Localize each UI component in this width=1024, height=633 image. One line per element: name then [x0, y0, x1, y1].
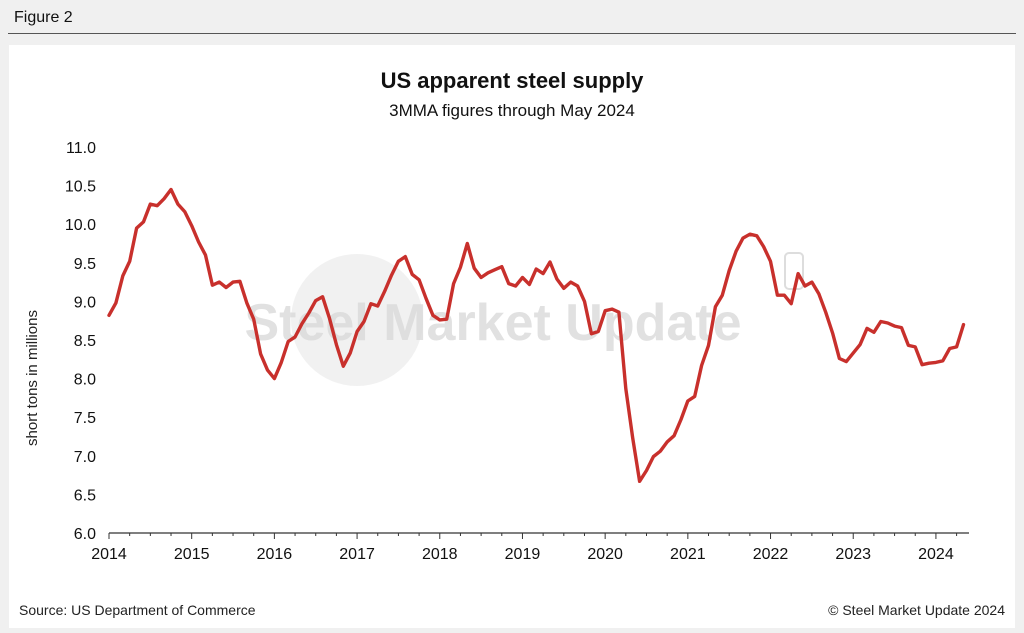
watermark-text: Steel Market Update	[244, 294, 741, 352]
x-tick-label: 2017	[339, 546, 375, 563]
y-tick-label: 8.0	[74, 372, 96, 389]
x-tick-label: 2022	[753, 546, 789, 563]
x-tick-label: 2018	[422, 546, 458, 563]
line-chart: Steel Market Update US apparent steel su…	[24, 68, 969, 563]
x-tick-label: 2016	[257, 546, 293, 563]
y-tick-label: 6.5	[74, 487, 96, 504]
y-tick-label: 6.0	[74, 526, 96, 543]
series-line	[107, 187, 966, 483]
x-tick-label: 2021	[670, 546, 706, 563]
series-layer	[107, 187, 966, 483]
y-axis: 6.0 6.5 7.0 7.5 8.0 8.5 9.0 9.5 10.0 10.5 11.0	[65, 140, 96, 543]
x-tick-label: 2015	[174, 546, 210, 563]
x-tick-label: 2024	[918, 546, 954, 563]
chart-panel: Steel Market Update US apparent steel su…	[9, 45, 1015, 628]
figure-label: Figure 2	[14, 9, 73, 26]
watermark-emblem	[291, 254, 423, 386]
chart-subtitle: 3MMA figures through May 2024	[389, 101, 635, 120]
copyright-note: © Steel Market Update 2024	[828, 602, 1005, 618]
y-tick-label: 11.0	[66, 140, 96, 157]
y-tick-label: 7.0	[74, 449, 96, 466]
y-tick-label: 8.5	[74, 333, 96, 350]
watermark-mark	[784, 252, 804, 290]
y-axis-label: short tons in millions	[24, 310, 41, 446]
chart-title: US apparent steel supply	[381, 68, 645, 93]
x-tick-label: 2023	[835, 546, 871, 563]
figure-divider	[8, 33, 1016, 34]
x-tick-label: 2019	[505, 546, 541, 563]
y-tick-label: 9.5	[74, 256, 96, 273]
y-tick-label: 10.0	[65, 217, 96, 234]
source-note: Source: US Department of Commerce	[19, 602, 256, 618]
x-axis: 2014 2015 2016 2017 2018 2019 2020 2021 2022 2023…	[91, 532, 969, 563]
y-tick-label: 7.5	[74, 410, 96, 427]
y-tick-label: 10.5	[65, 179, 96, 196]
watermark: Steel Market Update	[244, 252, 804, 386]
y-tick-label: 9.0	[74, 294, 96, 311]
x-tick-label: 2020	[587, 546, 623, 563]
x-tick-label: 2014	[91, 546, 127, 563]
